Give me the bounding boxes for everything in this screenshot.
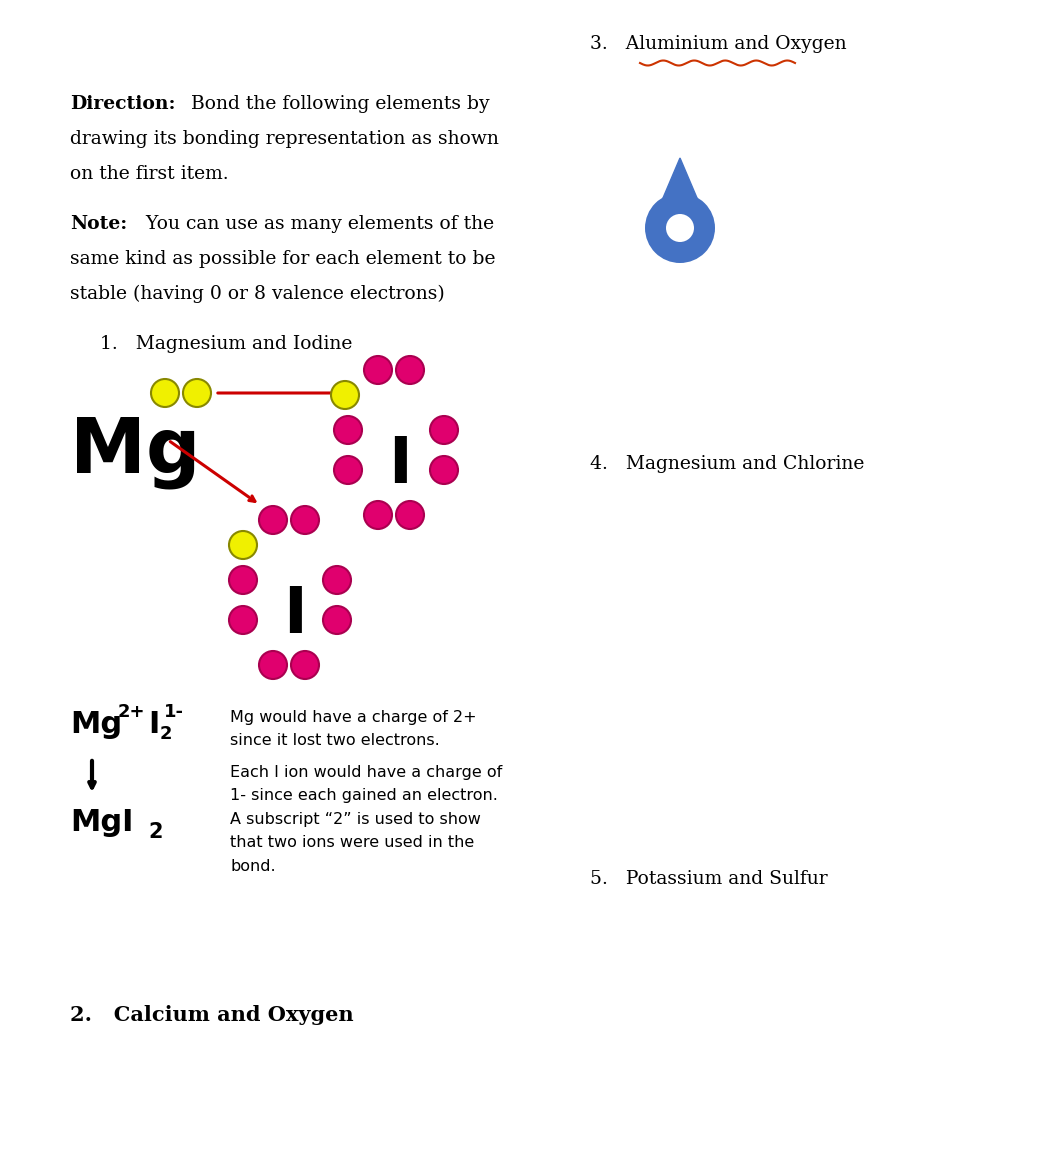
Polygon shape [650, 158, 710, 228]
Circle shape [183, 379, 211, 407]
Text: Bond the following elements by: Bond the following elements by [186, 95, 490, 113]
Text: drawing its bonding representation as shown: drawing its bonding representation as sh… [70, 130, 499, 148]
Circle shape [323, 566, 351, 594]
Text: 1.   Magnesium and Iodine: 1. Magnesium and Iodine [100, 335, 352, 353]
Text: 3.   Aluminium and Oxygen: 3. Aluminium and Oxygen [590, 35, 847, 54]
Text: 2: 2 [148, 822, 162, 842]
Text: Note:: Note: [70, 215, 127, 233]
Circle shape [151, 379, 179, 407]
Circle shape [396, 356, 424, 384]
Circle shape [334, 456, 363, 484]
Text: 4.   Magnesium and Chlorine: 4. Magnesium and Chlorine [590, 455, 864, 473]
Text: Mg would have a charge of 2+
since it lost two electrons.: Mg would have a charge of 2+ since it lo… [230, 710, 477, 748]
Text: 2.   Calcium and Oxygen: 2. Calcium and Oxygen [70, 1005, 354, 1025]
Text: 2: 2 [160, 725, 173, 743]
Text: 1-: 1- [164, 703, 184, 721]
Circle shape [259, 651, 287, 679]
Circle shape [430, 456, 458, 484]
Circle shape [430, 416, 458, 443]
Text: I: I [388, 434, 412, 496]
Circle shape [323, 606, 351, 634]
Circle shape [666, 214, 694, 242]
Text: MgI: MgI [70, 808, 134, 837]
Text: I: I [283, 584, 307, 646]
Text: Mg: Mg [70, 416, 200, 489]
Text: same kind as possible for each element to be: same kind as possible for each element t… [70, 250, 495, 268]
Circle shape [292, 651, 319, 679]
Text: Each I ion would have a charge of
1- since each gained an electron.
A subscript : Each I ion would have a charge of 1- sin… [230, 765, 502, 874]
Text: Mg: Mg [70, 710, 122, 739]
Circle shape [364, 501, 392, 528]
Text: You can use as many elements of the: You can use as many elements of the [140, 215, 494, 233]
Circle shape [331, 381, 359, 409]
Circle shape [229, 531, 257, 559]
Text: on the first item.: on the first item. [70, 165, 229, 183]
Text: stable (having 0 or 8 valence electrons): stable (having 0 or 8 valence electrons) [70, 285, 445, 304]
Circle shape [229, 606, 257, 634]
Circle shape [334, 416, 363, 443]
Text: 5.   Potassium and Sulfur: 5. Potassium and Sulfur [590, 870, 828, 888]
Circle shape [259, 506, 287, 534]
Circle shape [364, 356, 392, 384]
Circle shape [396, 501, 424, 528]
Text: 2+: 2+ [118, 703, 145, 721]
Circle shape [292, 506, 319, 534]
Circle shape [644, 193, 716, 263]
Text: Direction:: Direction: [70, 95, 176, 113]
Text: I: I [148, 710, 159, 739]
Circle shape [229, 566, 257, 594]
